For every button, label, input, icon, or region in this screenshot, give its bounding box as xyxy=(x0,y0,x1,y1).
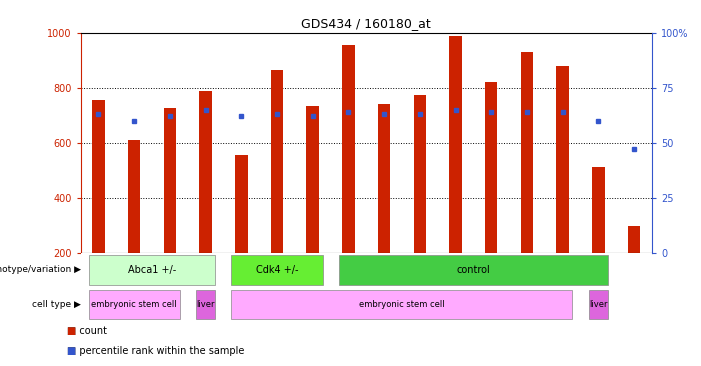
Text: liver: liver xyxy=(589,300,608,309)
Bar xyxy=(485,82,498,253)
Bar xyxy=(199,91,212,253)
Text: ■: ■ xyxy=(67,346,76,356)
Bar xyxy=(306,106,319,253)
Text: control: control xyxy=(456,265,490,275)
Bar xyxy=(342,45,355,253)
Bar xyxy=(557,66,569,253)
Bar xyxy=(93,100,104,253)
Bar xyxy=(414,95,426,253)
FancyBboxPatch shape xyxy=(231,290,573,319)
FancyBboxPatch shape xyxy=(196,290,215,319)
Text: ■ count: ■ count xyxy=(67,326,107,336)
FancyBboxPatch shape xyxy=(88,255,215,284)
Text: ■ percentile rank within the sample: ■ percentile rank within the sample xyxy=(67,346,244,356)
Bar xyxy=(128,140,140,253)
Text: embryonic stem cell: embryonic stem cell xyxy=(91,300,177,309)
Title: GDS434 / 160180_at: GDS434 / 160180_at xyxy=(301,17,431,30)
Bar xyxy=(628,227,640,253)
FancyBboxPatch shape xyxy=(88,290,179,319)
Text: liver: liver xyxy=(196,300,215,309)
Bar xyxy=(521,52,533,253)
FancyBboxPatch shape xyxy=(339,255,608,284)
Bar xyxy=(378,104,390,253)
FancyBboxPatch shape xyxy=(589,290,608,319)
Text: cell type ▶: cell type ▶ xyxy=(32,300,81,309)
Bar xyxy=(163,108,176,253)
Text: Cdk4 +/-: Cdk4 +/- xyxy=(256,265,298,275)
Text: genotype/variation ▶: genotype/variation ▶ xyxy=(0,265,81,274)
Bar xyxy=(592,168,605,253)
Text: embryonic stem cell: embryonic stem cell xyxy=(359,300,445,309)
Text: ■: ■ xyxy=(67,326,76,336)
Bar xyxy=(271,70,283,253)
Text: Abca1 +/-: Abca1 +/- xyxy=(128,265,176,275)
Bar xyxy=(449,36,462,253)
Bar xyxy=(235,155,247,253)
FancyBboxPatch shape xyxy=(231,255,322,284)
